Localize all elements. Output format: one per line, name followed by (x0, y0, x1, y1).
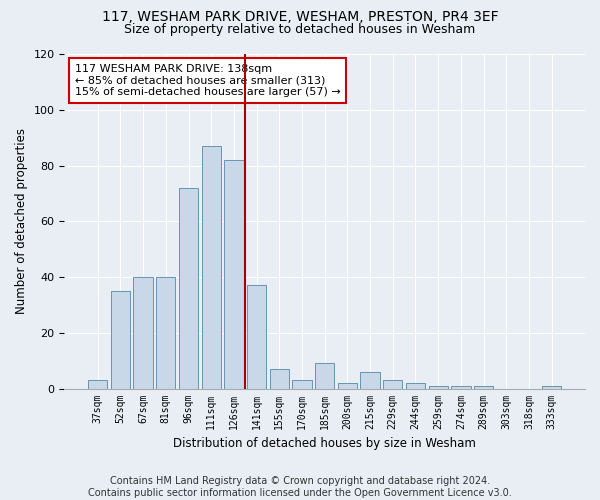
Y-axis label: Number of detached properties: Number of detached properties (15, 128, 28, 314)
Bar (111, 291, 130, 388)
Bar (179, 188, 198, 388)
Bar (474, 386, 493, 388)
Text: Size of property relative to detached houses in Wesham: Size of property relative to detached ho… (124, 22, 476, 36)
Bar (542, 386, 562, 388)
Bar (247, 286, 266, 389)
Bar (451, 386, 470, 388)
Bar (292, 380, 311, 388)
Bar (361, 372, 380, 388)
Bar (88, 380, 107, 388)
Bar (224, 160, 244, 388)
Text: 117, WESHAM PARK DRIVE, WESHAM, PRESTON, PR4 3EF: 117, WESHAM PARK DRIVE, WESHAM, PRESTON,… (101, 10, 499, 24)
Bar (428, 386, 448, 388)
Bar (133, 277, 153, 388)
Text: Contains HM Land Registry data © Crown copyright and database right 2024.
Contai: Contains HM Land Registry data © Crown c… (88, 476, 512, 498)
Bar (338, 383, 357, 388)
Bar (269, 369, 289, 388)
Bar (202, 146, 221, 388)
Bar (315, 364, 334, 388)
Bar (156, 277, 175, 388)
Text: 117 WESHAM PARK DRIVE: 138sqm
← 85% of detached houses are smaller (313)
15% of : 117 WESHAM PARK DRIVE: 138sqm ← 85% of d… (75, 64, 341, 97)
Bar (383, 380, 403, 388)
Bar (406, 383, 425, 388)
X-axis label: Distribution of detached houses by size in Wesham: Distribution of detached houses by size … (173, 437, 476, 450)
